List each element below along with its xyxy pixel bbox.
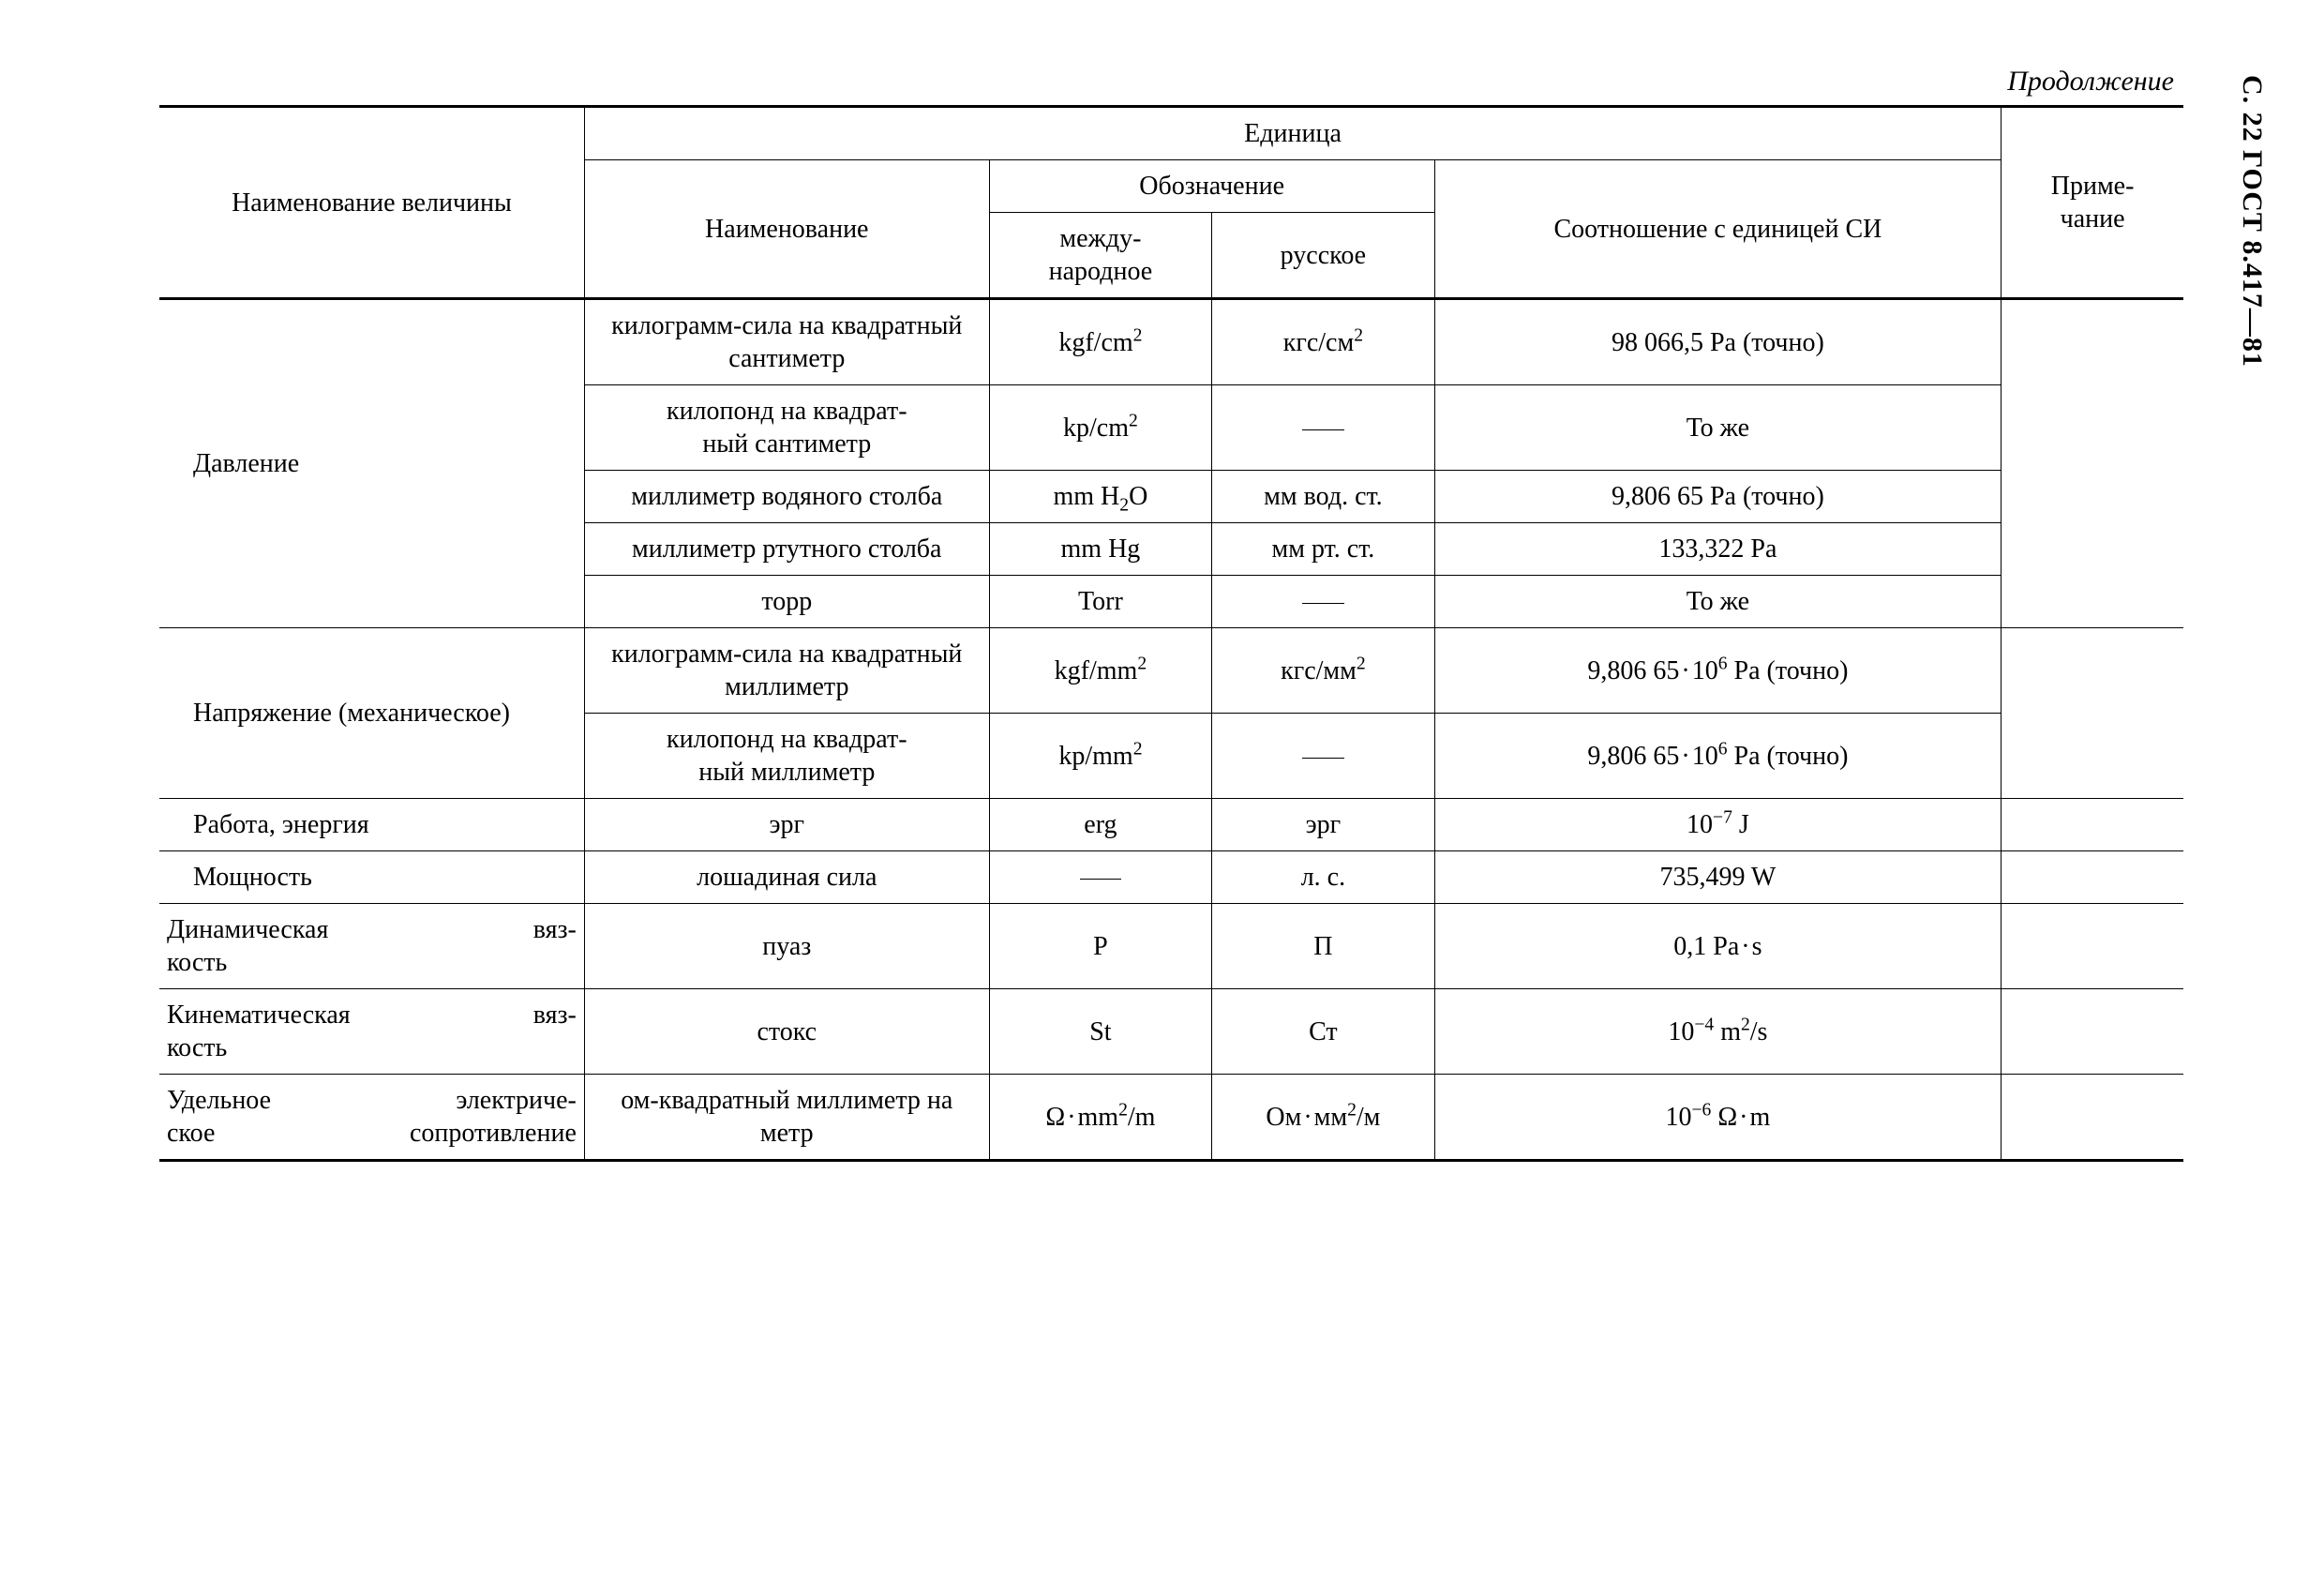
- cell-si-ratio: 735,499 W: [1434, 851, 2002, 904]
- cell-unit-name: стокс: [584, 989, 989, 1075]
- cell-rus-symbol: мм рт. ст.: [1212, 523, 1434, 576]
- cell-rus-symbol: кгс/мм2: [1212, 628, 1434, 714]
- cell-rus-symbol: эрг: [1212, 799, 1434, 851]
- cell-unit-name: килограмм-сила на квадратный сантиметр: [584, 299, 989, 385]
- cell-si-ratio: То же: [1434, 576, 2002, 628]
- cell-note: [2002, 799, 2183, 851]
- cell-quantity: Кинематическая вяз- кость: [159, 989, 584, 1075]
- cell-si-ratio: 10−6 Ω·m: [1434, 1075, 2002, 1161]
- cell-quantity: Динамическая вяз- кость: [159, 904, 584, 989]
- col-intl-text: между- народное: [1049, 224, 1153, 286]
- table-body: Давлениекилограмм-сила на квадратный сан…: [159, 299, 2183, 1161]
- col-unit-group: Единица: [584, 107, 2001, 160]
- cell-si-ratio: 10−4 m2/s: [1434, 989, 2002, 1075]
- col-note-text: Приме- чание: [2051, 172, 2135, 233]
- cell-quantity: Работа, энергия: [159, 799, 584, 851]
- table-row: Давлениекилограмм-сила на квадратный сан…: [159, 299, 2183, 385]
- cell-intl-symbol: kp/mm2: [989, 714, 1211, 799]
- table-row: Напряжение (механическое)килограмм-сила …: [159, 628, 2183, 714]
- col-intl: между- народное: [989, 213, 1211, 299]
- side-header-label: С. 22 ГОСТ 8.417—81: [2236, 75, 2268, 368]
- cell-intl-symbol: kp/cm2: [989, 385, 1211, 471]
- cell-unit-name: килограмм-сила на квадратный миллиметр: [584, 628, 989, 714]
- cell-note: [2002, 628, 2183, 799]
- cell-intl-symbol: P: [989, 904, 1211, 989]
- continuation-label: Продолжение: [159, 66, 2183, 98]
- cell-intl-symbol: erg: [989, 799, 1211, 851]
- cell-note: [2002, 299, 2183, 628]
- cell-note: [2002, 851, 2183, 904]
- col-designation-group: Обозначение: [989, 160, 1434, 213]
- table-row: Работа, энергияэргergэрг10−7 J: [159, 799, 2183, 851]
- cell-intl-symbol: kgf/mm2: [989, 628, 1211, 714]
- cell-note: [2002, 989, 2183, 1075]
- cell-si-ratio: 133,322 Pa: [1434, 523, 2002, 576]
- units-table: Наименование величины Единица Приме- чан…: [159, 105, 2183, 1162]
- cell-unit-name: миллиметр водяного столба: [584, 471, 989, 523]
- cell-intl-symbol: Ω·mm2/m: [989, 1075, 1211, 1161]
- cell-rus-symbol: л. с.: [1212, 851, 1434, 904]
- table-head: Наименование величины Единица Приме- чан…: [159, 107, 2183, 299]
- table-row: Удельное электриче- ское сопротивлениеом…: [159, 1075, 2183, 1161]
- cell-rus-symbol: [1212, 576, 1434, 628]
- col-quantity: Наименование величины: [159, 107, 584, 299]
- table-row: Мощностьлошадиная сила л. с.735,499 W: [159, 851, 2183, 904]
- cell-quantity: Давление: [159, 299, 584, 628]
- cell-rus-symbol: мм вод. ст.: [1212, 471, 1434, 523]
- cell-unit-name: эрг: [584, 799, 989, 851]
- col-rus: русское: [1212, 213, 1434, 299]
- cell-note: [2002, 1075, 2183, 1161]
- cell-quantity: Мощность: [159, 851, 584, 904]
- cell-note: [2002, 904, 2183, 989]
- cell-si-ratio: 9,806 65·106 Pa (точно): [1434, 628, 2002, 714]
- cell-unit-name: ом-квадратный миллиметр на метр: [584, 1075, 989, 1161]
- cell-rus-symbol: П: [1212, 904, 1434, 989]
- cell-rus-symbol: [1212, 714, 1434, 799]
- cell-rus-symbol: Ом·мм2/м: [1212, 1075, 1434, 1161]
- cell-si-ratio: 0,1 Pa·s: [1434, 904, 2002, 989]
- cell-si-ratio: 98 066,5 Pa (точно): [1434, 299, 2002, 385]
- cell-si-ratio: То же: [1434, 385, 2002, 471]
- col-name: Наименование: [584, 160, 989, 299]
- cell-unit-name: пуаз: [584, 904, 989, 989]
- cell-rus-symbol: [1212, 385, 1434, 471]
- cell-si-ratio: 10−7 J: [1434, 799, 2002, 851]
- cell-intl-symbol: St: [989, 989, 1211, 1075]
- cell-si-ratio: 9,806 65·106 Pa (точно): [1434, 714, 2002, 799]
- cell-rus-symbol: кгс/см2: [1212, 299, 1434, 385]
- table-row: Динамическая вяз- костьпуазPП0,1 Pa·s: [159, 904, 2183, 989]
- cell-rus-symbol: Ст: [1212, 989, 1434, 1075]
- table-row: Кинематическая вяз- костьстоксStСт10−4 m…: [159, 989, 2183, 1075]
- cell-unit-name: лошадиная сила: [584, 851, 989, 904]
- cell-intl-symbol: [989, 851, 1211, 904]
- cell-unit-name: торр: [584, 576, 989, 628]
- cell-intl-symbol: kgf/cm2: [989, 299, 1211, 385]
- cell-unit-name: килопонд на квадрат- ный сантиметр: [584, 385, 989, 471]
- cell-quantity: Удельное электриче- ское сопротивление: [159, 1075, 584, 1161]
- cell-intl-symbol: mm Hg: [989, 523, 1211, 576]
- page-root: С. 22 ГОСТ 8.417—81 Продолжение Наименов…: [0, 0, 2324, 1595]
- col-note: Приме- чание: [2002, 107, 2183, 299]
- cell-si-ratio: 9,806 65 Pa (точно): [1434, 471, 2002, 523]
- cell-intl-symbol: mm H2O: [989, 471, 1211, 523]
- col-ratio: Соотношение с единицей СИ: [1434, 160, 2002, 299]
- cell-quantity: Напряжение (механическое): [159, 628, 584, 799]
- cell-intl-symbol: Torr: [989, 576, 1211, 628]
- cell-unit-name: миллиметр ртутного столба: [584, 523, 989, 576]
- cell-unit-name: килопонд на квадрат- ный миллиметр: [584, 714, 989, 799]
